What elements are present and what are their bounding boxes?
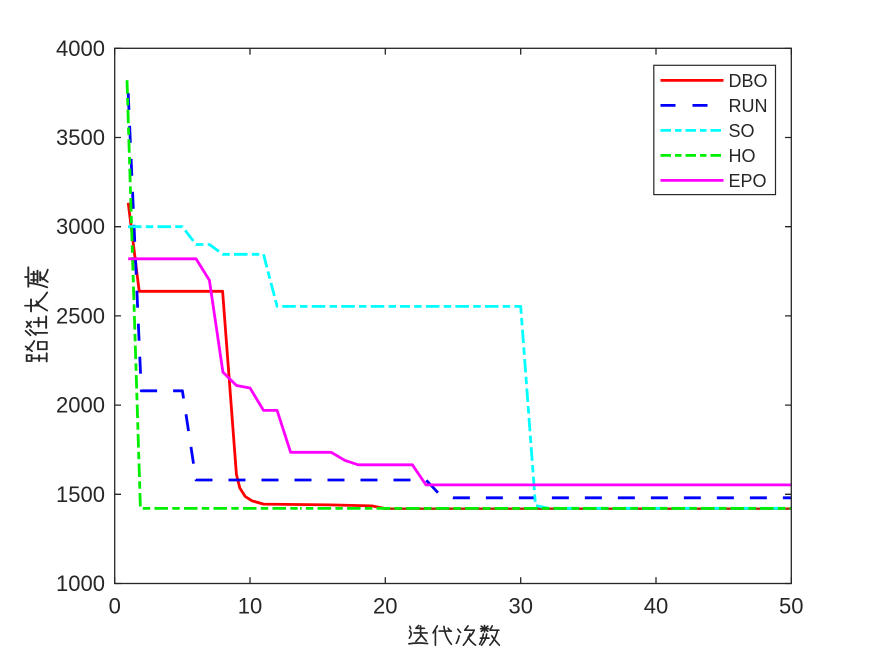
svg-text:EPO: EPO (729, 171, 767, 191)
svg-text:40: 40 (644, 594, 668, 619)
svg-text:4000: 4000 (56, 36, 105, 61)
svg-text:DBO: DBO (729, 71, 768, 91)
svg-text:20: 20 (373, 594, 397, 619)
svg-text:2000: 2000 (56, 393, 105, 418)
svg-text:30: 30 (508, 594, 532, 619)
svg-text:1000: 1000 (56, 571, 105, 596)
svg-text:50: 50 (779, 594, 803, 619)
svg-text:RUN: RUN (729, 96, 768, 116)
svg-text:1500: 1500 (56, 482, 105, 507)
svg-text:HO: HO (729, 146, 756, 166)
svg-text:3000: 3000 (56, 214, 105, 239)
svg-text:0: 0 (109, 594, 121, 619)
svg-text:3500: 3500 (56, 125, 105, 150)
svg-text:10: 10 (238, 594, 262, 619)
svg-text:SO: SO (729, 121, 755, 141)
svg-text:2500: 2500 (56, 303, 105, 328)
